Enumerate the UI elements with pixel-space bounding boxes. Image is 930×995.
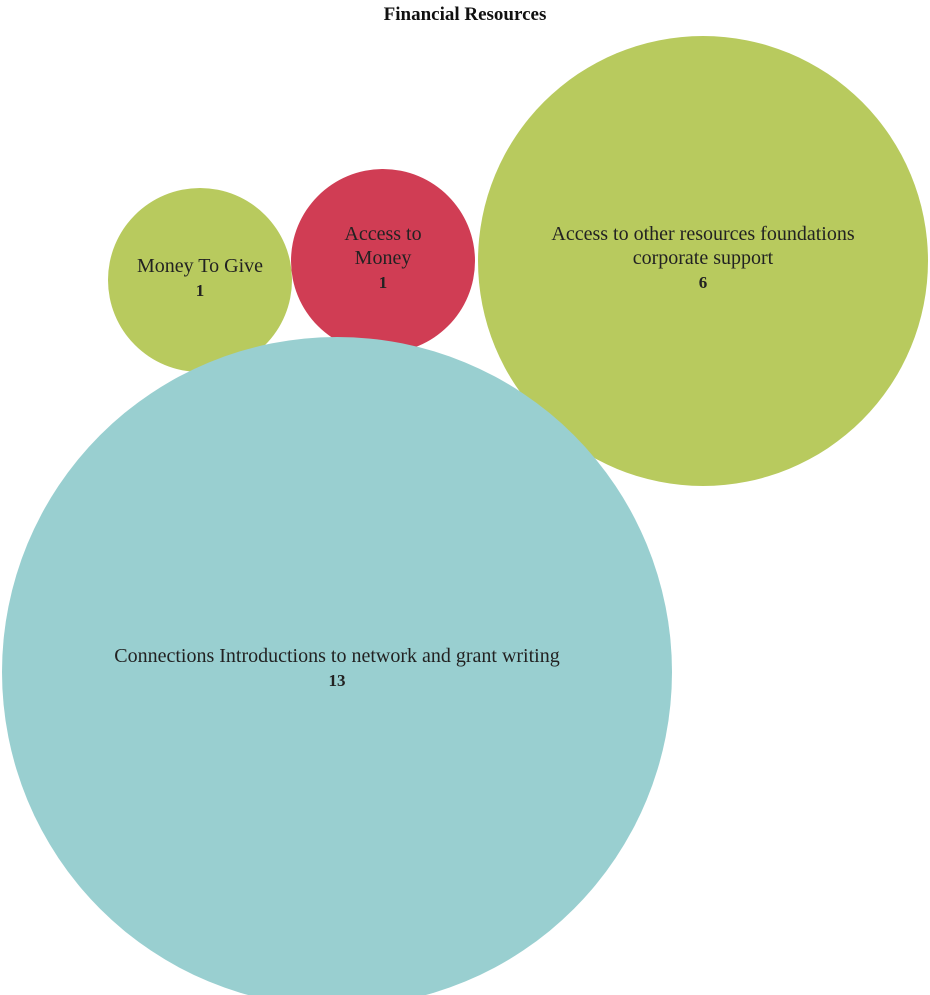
bubble-1[interactable]: Money To Give 1 xyxy=(108,188,292,372)
bubble-circle[interactable] xyxy=(108,188,292,372)
bubble-label: Connections Introductions to network and… xyxy=(114,645,559,667)
bubble-label: Money xyxy=(355,247,412,269)
bubble-value: 6 xyxy=(699,273,708,292)
bubble-label: corporate support xyxy=(633,247,774,269)
bubble-value: 1 xyxy=(196,281,205,300)
bubble-4[interactable]: Connections Introductions to network and… xyxy=(2,337,672,995)
bubble-circle[interactable] xyxy=(478,36,928,486)
bubble-label: Access to xyxy=(344,223,421,245)
bubble-value: 1 xyxy=(379,273,388,292)
chart-title: Financial Resources xyxy=(383,4,547,25)
bubble-label: Money To Give xyxy=(137,255,263,277)
bubble-circle[interactable] xyxy=(291,169,475,353)
bubble-value: 13 xyxy=(329,671,346,690)
bubble-label: Access to other resources foundations xyxy=(551,223,854,245)
bubble-3[interactable]: Access to other resources foundationscor… xyxy=(478,36,928,486)
bubble-circle[interactable] xyxy=(2,337,672,995)
